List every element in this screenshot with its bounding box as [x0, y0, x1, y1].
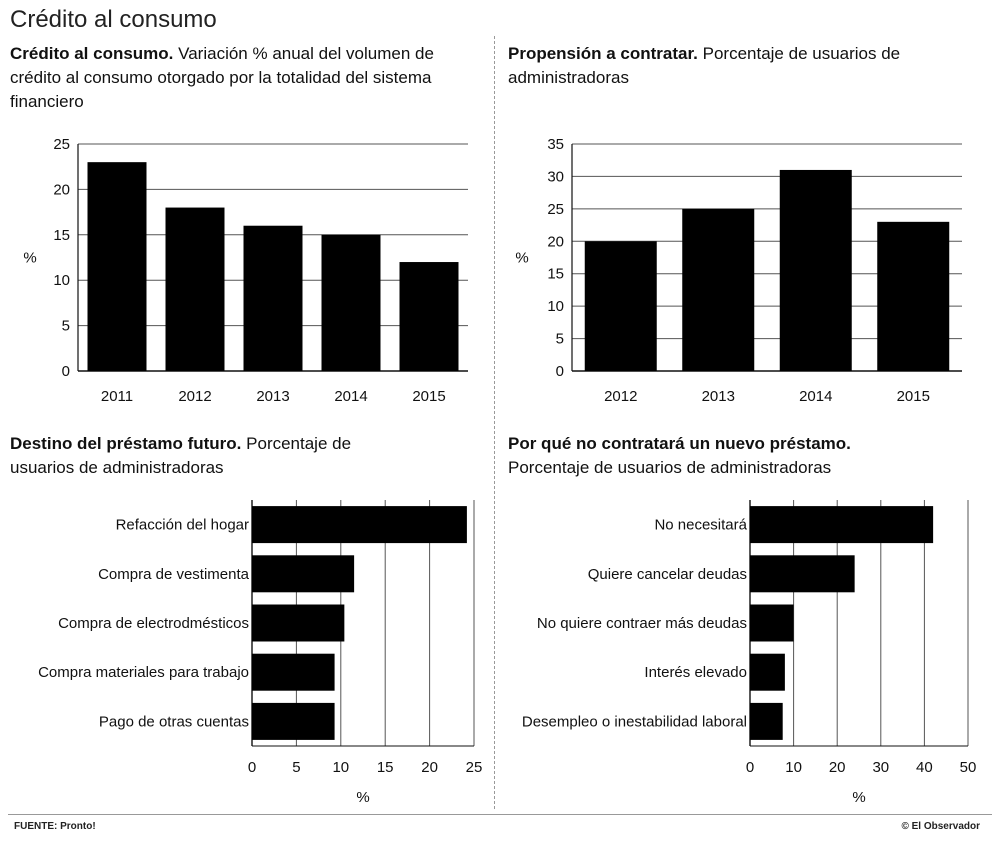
chart3-category-label: Compra materiales para trabajo	[38, 664, 249, 681]
chart3-bar-1	[252, 506, 467, 544]
chart4-category-label: Desempleo o inestabilidad laboral	[522, 713, 747, 730]
chart2-y-tick-label: 15	[547, 266, 564, 283]
chart2-bar-2014	[779, 169, 852, 371]
chart2-y-tick-label: 20	[547, 233, 564, 250]
chart3-x-tick-label: 10	[332, 759, 349, 776]
chart1-y-tick-label: 5	[62, 318, 70, 335]
chart3-x-axis-label: %	[356, 789, 369, 806]
chart4-x-axis-label: %	[852, 789, 865, 806]
chart2-y-axis-label: %	[515, 250, 528, 267]
chart3-x-tick-label: 15	[377, 759, 394, 776]
chart3-bar-3	[252, 604, 345, 642]
chart1-y-tick-label: 25	[53, 136, 70, 153]
chart1-x-tick-label: 2013	[256, 388, 289, 405]
panel-4-heading: Por qué no contratará un nuevo préstamo.…	[508, 432, 988, 480]
chart2-y-tick-label: 30	[547, 168, 564, 185]
chart1-y-tick-label: 20	[53, 181, 70, 198]
chart4-bar-4	[750, 653, 785, 691]
chart4-category-label: Quiere cancelar deudas	[588, 566, 747, 583]
chart3-category-label: Refacción del hogar	[116, 517, 249, 534]
chart4-bar-2	[750, 555, 855, 593]
vertical-divider	[494, 36, 495, 809]
chart4-x-tick-label: 0	[746, 759, 754, 776]
chart4-category-label: Interés elevado	[644, 664, 747, 681]
chart4-x-tick-label: 50	[960, 759, 977, 776]
footer-divider	[8, 814, 992, 815]
panel-3-title-bold: Destino del préstamo futuro.	[10, 434, 242, 453]
chart4-category-label: No quiere contraer más deudas	[537, 615, 747, 632]
chart4-x-tick-label: 10	[785, 759, 802, 776]
chart1-bar-2013	[243, 225, 303, 371]
chart4-x-tick-label: 30	[872, 759, 889, 776]
chart4-x-tick-label: 40	[916, 759, 933, 776]
chart2-y-tick-label: 25	[547, 201, 564, 218]
panel-4-title-rest: Porcentaje de usuarios de administradora…	[508, 458, 832, 477]
chart1-x-tick-label: 2014	[334, 388, 367, 405]
chart2-bar-2013	[682, 208, 755, 371]
chart2-x-tick-label: 2015	[897, 388, 930, 405]
chart1-x-tick-label: 2015	[412, 388, 445, 405]
chart2-x-tick-label: 2013	[702, 388, 735, 405]
chart4-category-label: No necesitará	[654, 517, 747, 534]
panel-2-heading: Propensión a contratar. Porcentaje de us…	[508, 42, 928, 90]
chart3-x-tick-label: 25	[466, 759, 483, 776]
chart1-bar-2011	[87, 162, 147, 371]
chart1-y-axis-label: %	[23, 250, 36, 267]
chart2-y-tick-label: 35	[547, 136, 564, 153]
chart2-y-tick-label: 5	[556, 331, 564, 348]
chart2-bar-2012	[584, 241, 657, 371]
chart4-bar-1	[750, 506, 934, 544]
chart1-x-tick-label: 2012	[178, 388, 211, 405]
chart3-x-tick-label: 20	[421, 759, 438, 776]
chart4-x-tick-label: 20	[829, 759, 846, 776]
panel-1-title-rest: Variación % anual del volumen de crédito…	[10, 44, 434, 111]
chart1-y-tick-label: 0	[62, 363, 70, 380]
panel-1-title-bold: Crédito al consumo.	[10, 44, 174, 63]
panel-3-heading: Destino del préstamo futuro. Porcentaje …	[10, 432, 410, 480]
chart3-category-label: Pago de otras cuentas	[99, 713, 249, 730]
copyright-note: © El Observador	[901, 821, 980, 832]
chart3-x-tick-label: 5	[292, 759, 300, 776]
panel-2-title-rest: Porcentaje de usuarios de administradora…	[508, 44, 901, 87]
chart1-y-tick-label: 15	[53, 227, 70, 244]
chart3-bar-2	[252, 555, 355, 593]
chart2-y-tick-label: 10	[547, 298, 564, 315]
chart3-bar-5	[252, 702, 335, 740]
panel-3-title-rest: Porcentaje de usuarios de administradora…	[10, 434, 352, 477]
chart3-category-label: Compra de electrodmésticos	[58, 615, 249, 632]
chart3-category-label: Compra de vestimenta	[98, 566, 250, 583]
chart1-bar-2014	[321, 234, 381, 371]
chart1-bar-2015	[399, 262, 459, 371]
panel-4-title-bold: Por qué no contratará un nuevo préstamo.	[508, 434, 851, 453]
chart1-x-tick-label: 2011	[101, 388, 133, 405]
chart3-x-tick-label: 0	[248, 759, 256, 776]
source-note: FUENTE: Pronto!	[14, 821, 96, 832]
chart4-bar-3	[750, 604, 794, 642]
chart3-bar-4	[252, 653, 335, 691]
chart2-y-tick-label: 0	[556, 363, 564, 380]
panel-1-heading: Crédito al consumo. Variación % anual de…	[10, 42, 450, 114]
chart4-bar-5	[750, 702, 783, 740]
chart1-y-tick-label: 10	[53, 272, 70, 289]
chart2-x-tick-label: 2014	[799, 388, 832, 405]
chart1-bar-2012	[165, 207, 225, 371]
chart2-x-tick-label: 2012	[604, 388, 637, 405]
page-title: Crédito al consumo	[10, 6, 217, 33]
panel-2-title-bold: Propensión a contratar.	[508, 44, 698, 63]
chart2-bar-2015	[877, 221, 950, 371]
